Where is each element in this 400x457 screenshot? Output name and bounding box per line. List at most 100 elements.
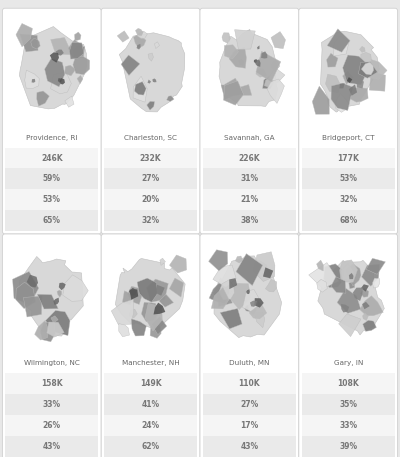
Bar	[5, 415, 98, 436]
Polygon shape	[146, 279, 168, 302]
Polygon shape	[228, 283, 250, 309]
Polygon shape	[349, 85, 357, 96]
Bar	[104, 189, 197, 210]
Bar	[302, 394, 395, 414]
Polygon shape	[136, 28, 143, 36]
Polygon shape	[46, 310, 70, 335]
Bar	[203, 394, 296, 414]
Polygon shape	[271, 61, 280, 71]
Polygon shape	[155, 285, 165, 296]
Polygon shape	[122, 291, 135, 305]
Text: 59%: 59%	[43, 175, 61, 183]
Polygon shape	[45, 58, 65, 87]
Polygon shape	[57, 290, 62, 298]
Text: 246K: 246K	[41, 154, 63, 163]
Polygon shape	[346, 264, 361, 286]
Text: 226K: 226K	[238, 154, 260, 163]
Text: 68%: 68%	[339, 216, 357, 225]
Polygon shape	[115, 259, 185, 330]
Polygon shape	[119, 33, 185, 112]
Polygon shape	[213, 265, 236, 287]
Text: Providence, RI: Providence, RI	[26, 135, 78, 141]
Polygon shape	[324, 264, 343, 287]
Text: Wilmington, NC: Wilmington, NC	[24, 361, 80, 367]
Polygon shape	[154, 303, 165, 314]
Bar	[302, 189, 395, 210]
Polygon shape	[53, 298, 59, 305]
Polygon shape	[246, 289, 250, 294]
Polygon shape	[16, 23, 32, 47]
Polygon shape	[56, 49, 64, 56]
Polygon shape	[142, 302, 158, 322]
FancyBboxPatch shape	[299, 234, 398, 457]
Polygon shape	[148, 53, 154, 61]
Text: Gary, IN: Gary, IN	[334, 361, 363, 367]
Polygon shape	[263, 267, 273, 278]
Polygon shape	[27, 275, 38, 287]
Polygon shape	[159, 294, 174, 307]
Polygon shape	[358, 62, 378, 78]
Polygon shape	[134, 34, 146, 48]
Bar	[203, 189, 296, 210]
Bar	[104, 210, 197, 231]
Polygon shape	[47, 322, 64, 337]
Text: 62%: 62%	[142, 442, 160, 451]
Text: 39%: 39%	[339, 442, 357, 451]
Polygon shape	[60, 78, 65, 85]
Polygon shape	[77, 75, 83, 84]
Polygon shape	[349, 88, 368, 102]
Text: 35%: 35%	[339, 400, 357, 409]
Polygon shape	[253, 252, 275, 282]
Text: 177K: 177K	[337, 154, 359, 163]
Polygon shape	[169, 278, 184, 297]
Bar	[203, 373, 296, 394]
Polygon shape	[136, 44, 140, 49]
Polygon shape	[261, 51, 267, 58]
Polygon shape	[244, 304, 252, 311]
Bar	[302, 415, 395, 436]
Text: 53%: 53%	[43, 195, 61, 204]
Polygon shape	[343, 71, 353, 85]
FancyBboxPatch shape	[101, 234, 200, 457]
Polygon shape	[363, 320, 376, 331]
Polygon shape	[219, 29, 278, 106]
Polygon shape	[256, 51, 281, 82]
Polygon shape	[318, 260, 384, 335]
Polygon shape	[37, 91, 49, 106]
Polygon shape	[235, 30, 255, 49]
Bar	[104, 394, 197, 414]
Polygon shape	[131, 319, 146, 336]
Polygon shape	[111, 299, 134, 324]
Polygon shape	[360, 296, 383, 316]
Bar	[302, 169, 395, 189]
Bar	[104, 169, 197, 189]
Text: 27%: 27%	[142, 175, 160, 183]
Polygon shape	[150, 325, 161, 338]
Polygon shape	[152, 317, 167, 335]
Bar	[302, 373, 395, 394]
Bar	[302, 148, 395, 168]
Polygon shape	[51, 316, 58, 323]
Text: 158K: 158K	[41, 379, 63, 388]
Text: 24%: 24%	[142, 421, 160, 430]
Polygon shape	[214, 256, 282, 338]
Polygon shape	[73, 46, 85, 60]
Text: 110K: 110K	[238, 379, 260, 388]
Polygon shape	[248, 299, 267, 319]
Text: Savannah, GA: Savannah, GA	[224, 135, 275, 141]
Polygon shape	[121, 55, 140, 75]
Polygon shape	[59, 282, 66, 290]
Polygon shape	[265, 279, 277, 292]
Polygon shape	[336, 94, 349, 112]
Polygon shape	[349, 273, 354, 279]
Polygon shape	[50, 52, 59, 63]
Bar	[5, 169, 98, 189]
Polygon shape	[353, 287, 363, 301]
FancyBboxPatch shape	[101, 8, 200, 234]
Polygon shape	[309, 263, 339, 289]
Polygon shape	[211, 287, 229, 309]
Polygon shape	[267, 79, 284, 103]
Polygon shape	[129, 288, 137, 296]
Polygon shape	[128, 286, 142, 304]
Text: 43%: 43%	[43, 442, 61, 451]
